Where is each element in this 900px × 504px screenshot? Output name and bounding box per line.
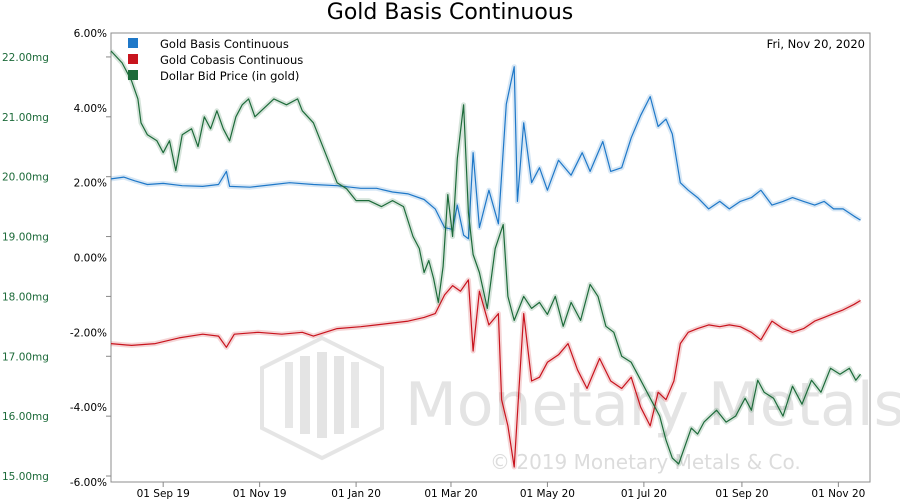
right-axis-ticks: 6.00% 4.00% 2.00% 0.00% -2.00% -4.00% -6.00%	[70, 28, 107, 489]
series-line-dollar-bid	[110, 50, 861, 465]
x-tick-label: 01 Jul 20	[621, 488, 667, 500]
x-tick-label: 01 Nov 20	[811, 488, 865, 500]
legend-swatch-dollar-bid	[128, 70, 138, 80]
left-tick-label: 16.00mg	[2, 411, 49, 423]
legend: Gold Basis Continuous Gold Cobasis Conti…	[128, 37, 303, 83]
chart-title: Gold Basis Continuous	[327, 0, 573, 25]
left-tick-label: 18.00mg	[2, 291, 49, 303]
left-tick-label: 21.00mg	[2, 112, 49, 124]
plot-frame	[110, 32, 871, 483]
left-axis-ticks: 22.00mg 21.00mg 20.00mg 19.00mg 18.00mg 17.00…	[2, 52, 111, 483]
series-line-gold-cobasis	[110, 279, 861, 468]
series-layer	[109, 49, 863, 470]
legend-label-gold-basis: Gold Basis Continuous	[160, 37, 289, 51]
right-tick-label: 4.00%	[74, 103, 107, 115]
legend-item-gold-basis[interactable]: Gold Basis Continuous	[128, 37, 289, 51]
watermark-brand: Monetary Metals	[405, 370, 900, 440]
right-tick-label: 2.00%	[74, 178, 107, 190]
right-tick-label: -6.00%	[70, 477, 107, 489]
legend-label-gold-cobasis: Gold Cobasis Continuous	[160, 53, 303, 67]
right-tick-label: -4.00%	[70, 402, 107, 414]
x-axis-ticks: 01 Sep 19 01 Nov 19 01 Jan 20 01 Mar 20 01 M…	[137, 482, 865, 500]
watermark-copyright: © 2019 Monetary Metals & Co.	[490, 450, 801, 474]
right-tick-label: 0.00%	[74, 253, 107, 265]
legend-item-dollar-bid[interactable]: Dollar Bid Price (in gold)	[128, 69, 299, 83]
legend-label-dollar-bid: Dollar Bid Price (in gold)	[160, 69, 299, 83]
watermark: Monetary Metals © 2019 Monetary Metals &…	[260, 335, 900, 474]
left-tick-label: 22.00mg	[2, 52, 49, 64]
left-tick-label: 20.00mg	[2, 172, 49, 184]
x-tick-label: 01 Nov 19	[233, 488, 287, 500]
x-tick-label: 01 Sep 19	[137, 488, 190, 500]
x-tick-label: 01 Sep 20	[715, 488, 768, 500]
x-tick-label: 01 Mar 20	[424, 488, 477, 500]
series-line-gold-basis	[110, 66, 861, 240]
left-tick-label: 19.00mg	[2, 232, 49, 244]
x-tick-label: 01 Jan 20	[331, 488, 381, 500]
legend-item-gold-cobasis[interactable]: Gold Cobasis Continuous	[128, 53, 303, 67]
left-tick-label: 15.00mg	[2, 471, 49, 483]
left-tick-label: 17.00mg	[2, 351, 49, 363]
date-label: Fri, Nov 20, 2020	[767, 37, 865, 51]
legend-swatch-gold-basis	[128, 38, 138, 48]
x-tick-label: 01 May 20	[520, 488, 575, 500]
watermark-logo	[260, 335, 384, 461]
series-glow-gold-basis	[110, 64, 862, 242]
legend-swatch-gold-cobasis	[128, 54, 138, 64]
right-tick-label: 6.00%	[74, 28, 107, 40]
right-tick-label: -2.00%	[70, 327, 107, 339]
